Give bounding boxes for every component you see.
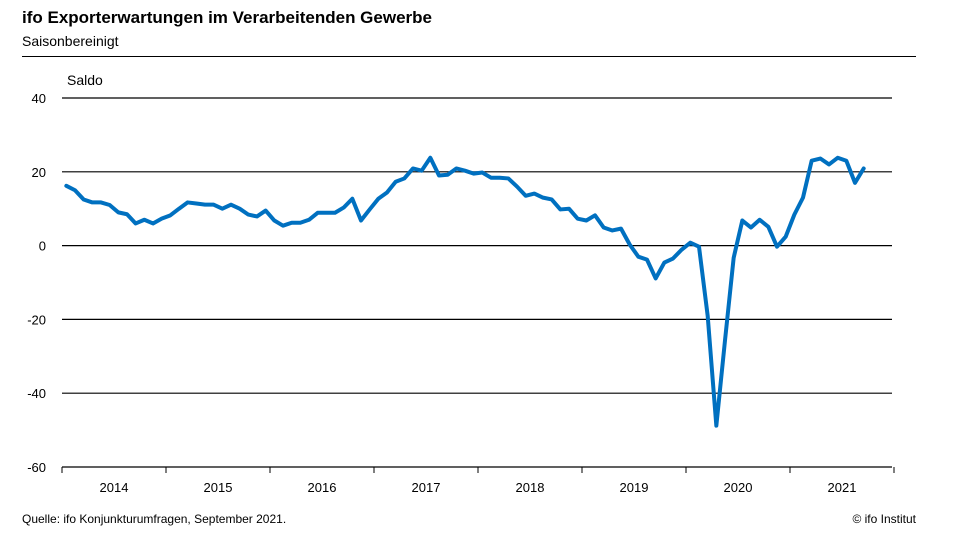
- y-tick-label: -60: [27, 460, 46, 475]
- y-tick-label: -20: [27, 312, 46, 327]
- y-axis-label: Saldo: [67, 72, 103, 88]
- x-tick-label: 2017: [412, 480, 441, 495]
- y-tick-label: -40: [27, 386, 46, 401]
- x-tick-label: 2016: [308, 480, 337, 495]
- y-tick-label: 20: [32, 165, 46, 180]
- chart-subtitle: Saisonbereinigt: [22, 33, 119, 49]
- x-tick-label: 2018: [516, 480, 545, 495]
- source-note: Quelle: ifo Konjunkturumfragen, Septembe…: [22, 512, 287, 526]
- x-tick-label: 2020: [724, 480, 753, 495]
- copyright: © ifo Institut: [852, 512, 916, 526]
- x-tick-label: 2019: [620, 480, 649, 495]
- x-tick-label: 2021: [828, 480, 857, 495]
- x-tick-label: 2015: [204, 480, 233, 495]
- series-line: [64, 155, 866, 428]
- y-tick-label: 40: [32, 91, 46, 106]
- x-tick-label: 2014: [100, 480, 129, 495]
- chart-title: ifo Exporterwartungen im Verarbeitenden …: [22, 8, 432, 27]
- y-tick-label: 0: [39, 239, 46, 254]
- header-divider: [22, 56, 916, 57]
